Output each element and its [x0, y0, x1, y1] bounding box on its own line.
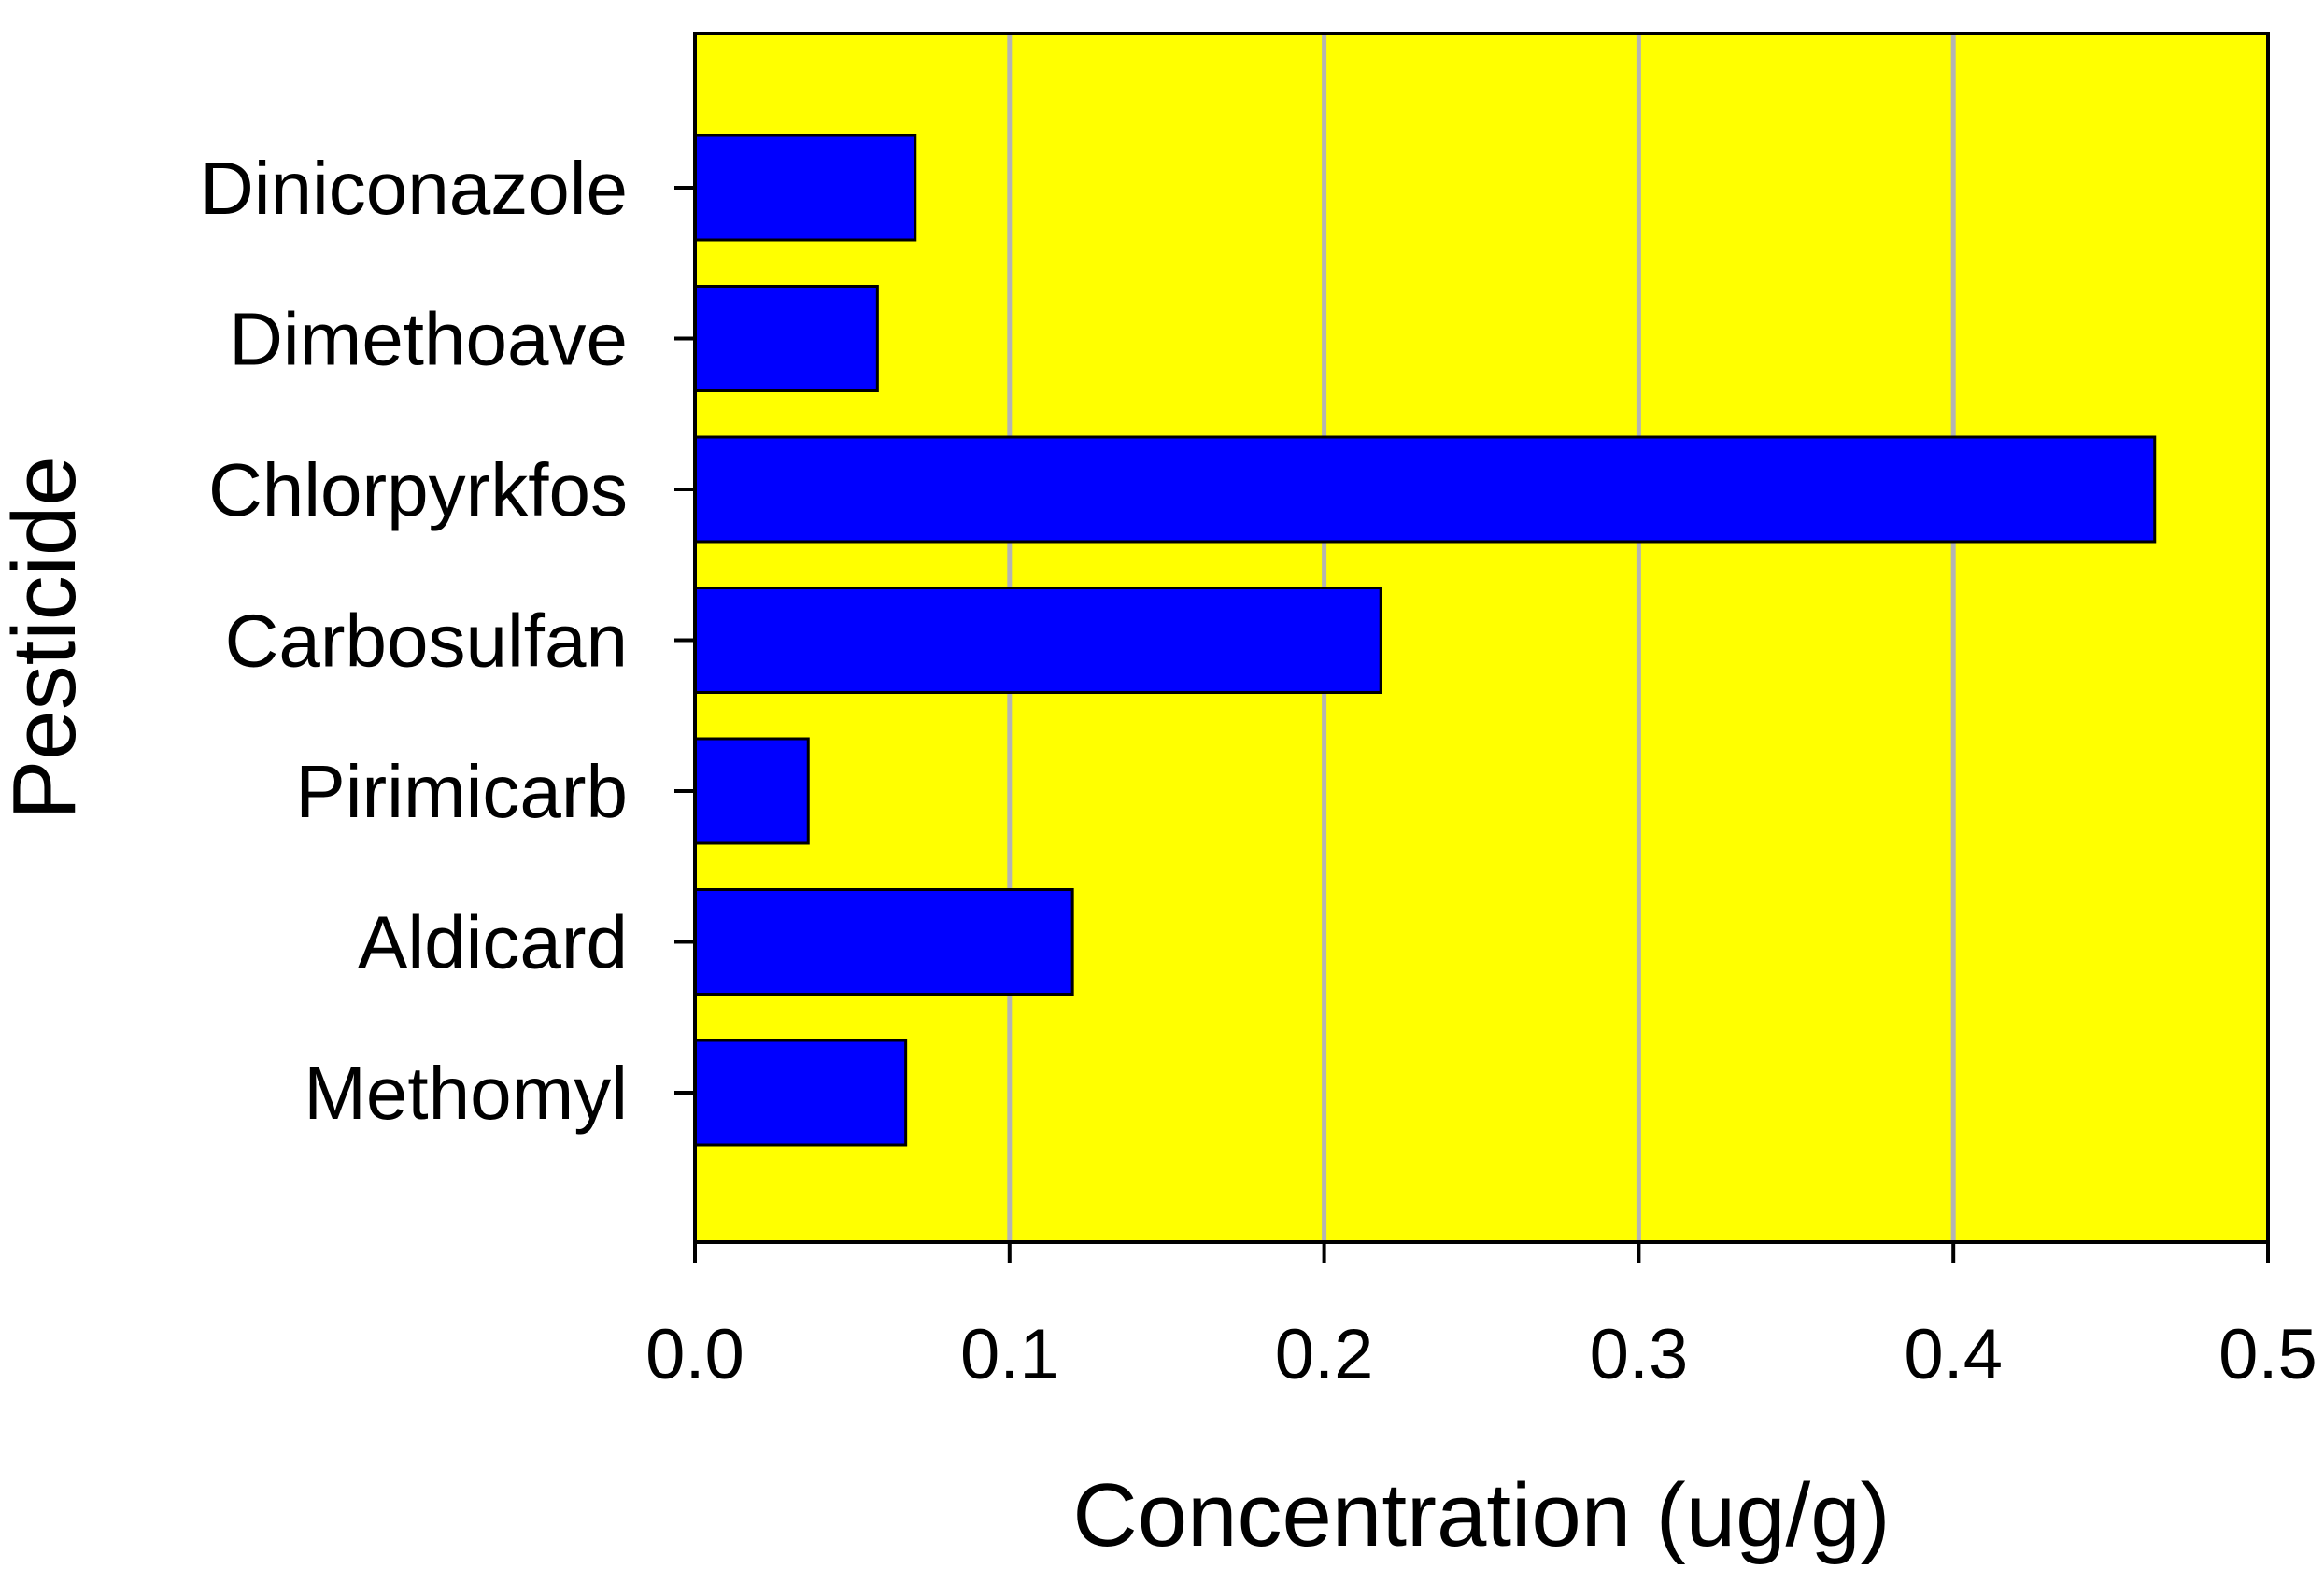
- y-axis-title: Pesticide: [0, 456, 94, 820]
- bar-chlorpyrkfos: [693, 435, 2157, 544]
- bar-pirimicarb: [693, 737, 810, 845]
- bar-diniconazole: [693, 134, 917, 242]
- x-axis-title: Concentration (ug/g): [1072, 1465, 1890, 1565]
- x-tick-label: 0.4: [1904, 1315, 2003, 1394]
- y-category-label: Methomyl: [304, 1052, 628, 1135]
- x-tick-label: 0.5: [2218, 1315, 2317, 1394]
- y-category-label: Carbosulfan: [225, 600, 628, 683]
- x-tick-label: 0.2: [1275, 1315, 1374, 1394]
- plot-frame: [693, 32, 2270, 1244]
- y-category-label: Diniconazole: [200, 147, 628, 230]
- bars: [693, 134, 2157, 1147]
- y-category-label: Aldicard: [358, 901, 628, 984]
- bar-aldicard: [693, 888, 1074, 996]
- y-axis: Diniconazole Dimethoave Chlorpyrkfos Carbos…: [200, 147, 695, 1135]
- y-category-label: Chlorpyrkfos: [208, 448, 628, 531]
- x-axis: 0.0 0.1 0.2 0.3 0.4 0.5: [645, 1242, 2317, 1394]
- x-tick-label: 0.0: [645, 1315, 744, 1394]
- x-tick-label: 0.1: [960, 1315, 1059, 1394]
- bar-carbosulfan: [693, 587, 1382, 694]
- y-category-label: Dimethoave: [229, 298, 628, 381]
- bar-methomyl: [693, 1039, 908, 1147]
- x-tick-label: 0.3: [1590, 1315, 1689, 1394]
- y-category-label: Pirimicarb: [295, 750, 628, 833]
- bar-dimethoave: [693, 285, 879, 392]
